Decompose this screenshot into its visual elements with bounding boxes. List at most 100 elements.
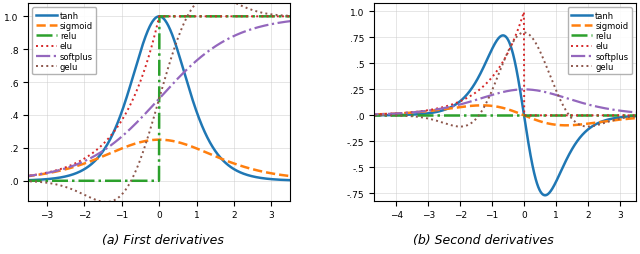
relu	[490, 114, 497, 117]
softplus	[342, 17, 350, 20]
relu	[615, 114, 623, 117]
elu	[580, 114, 588, 117]
sigmoid	[616, 119, 623, 122]
softplus	[120, 134, 127, 137]
relu	[393, 114, 401, 117]
relu	[133, 180, 141, 183]
Line: sigmoid: sigmoid	[0, 140, 346, 180]
elu	[520, 11, 528, 14]
elu	[393, 113, 401, 116]
gelu	[102, 201, 110, 204]
elu	[260, 16, 268, 19]
Line: relu: relu	[0, 17, 346, 181]
sigmoid	[225, 161, 233, 164]
sigmoid	[267, 172, 275, 175]
Line: tanh: tanh	[364, 36, 640, 196]
elu	[520, 114, 528, 117]
tanh	[6, 179, 14, 182]
tanh	[490, 45, 497, 49]
relu	[156, 16, 163, 19]
relu	[580, 114, 588, 117]
gelu	[610, 119, 618, 122]
Line: softplus: softplus	[0, 18, 346, 180]
elu	[610, 114, 618, 117]
Line: elu: elu	[0, 17, 346, 180]
gelu	[393, 115, 401, 118]
tanh	[267, 178, 275, 181]
softplus	[616, 110, 623, 113]
gelu	[456, 125, 464, 129]
tanh	[342, 180, 350, 183]
tanh	[393, 114, 401, 117]
sigmoid	[360, 114, 368, 117]
elu	[133, 89, 141, 92]
sigmoid	[155, 139, 163, 142]
relu	[609, 114, 617, 117]
sigmoid	[120, 147, 127, 150]
elu	[156, 16, 163, 19]
Text: (b) Second derivatives: (b) Second derivatives	[413, 233, 554, 246]
gelu	[120, 191, 127, 194]
gelu	[134, 166, 141, 169]
relu	[260, 16, 268, 19]
sigmoid	[563, 124, 570, 127]
elu	[267, 16, 275, 19]
tanh	[260, 177, 268, 180]
gelu	[360, 114, 368, 117]
Line: tanh: tanh	[0, 17, 346, 181]
tanh	[360, 114, 368, 117]
elu	[225, 16, 233, 19]
gelu	[342, 16, 350, 19]
softplus	[133, 121, 141, 124]
sigmoid	[502, 108, 509, 111]
elu	[501, 57, 509, 60]
tanh	[610, 117, 618, 120]
tanh	[155, 16, 163, 19]
sigmoid	[610, 119, 618, 122]
gelu	[502, 57, 509, 60]
relu	[360, 114, 368, 117]
tanh	[120, 106, 127, 109]
relu	[225, 16, 233, 19]
gelu	[260, 13, 268, 16]
softplus	[610, 109, 618, 112]
gelu	[6, 180, 14, 183]
gelu	[490, 85, 498, 88]
relu	[6, 180, 14, 183]
sigmoid	[133, 142, 141, 145]
tanh	[580, 132, 588, 135]
sigmoid	[393, 113, 401, 116]
gelu	[226, 0, 234, 3]
relu	[501, 114, 509, 117]
tanh	[133, 62, 141, 66]
sigmoid	[6, 177, 14, 180]
softplus	[490, 94, 497, 97]
softplus	[360, 114, 368, 117]
softplus	[6, 177, 14, 180]
softplus	[520, 88, 528, 91]
softplus	[225, 38, 233, 41]
Legend: tanh, sigmoid, relu, elu, softplus, gelu: tanh, sigmoid, relu, elu, softplus, gelu	[33, 8, 97, 75]
elu	[6, 177, 14, 180]
relu	[267, 16, 275, 19]
elu	[616, 114, 623, 117]
Line: sigmoid: sigmoid	[364, 106, 640, 126]
tanh	[225, 165, 233, 168]
sigmoid	[580, 123, 588, 126]
relu	[120, 180, 127, 183]
softplus	[260, 25, 268, 28]
tanh	[499, 35, 507, 38]
Text: (a) First derivatives: (a) First derivatives	[102, 233, 224, 246]
tanh	[541, 194, 549, 197]
softplus	[580, 102, 588, 105]
sigmoid	[478, 104, 486, 107]
elu	[120, 117, 127, 120]
sigmoid	[260, 171, 268, 174]
gelu	[520, 32, 528, 35]
softplus	[501, 91, 509, 94]
sigmoid	[490, 105, 498, 108]
Legend: tanh, sigmoid, relu, elu, softplus, gelu: tanh, sigmoid, relu, elu, softplus, gelu	[568, 8, 632, 75]
softplus	[267, 24, 275, 27]
Line: gelu: gelu	[0, 0, 346, 202]
gelu	[580, 125, 588, 128]
